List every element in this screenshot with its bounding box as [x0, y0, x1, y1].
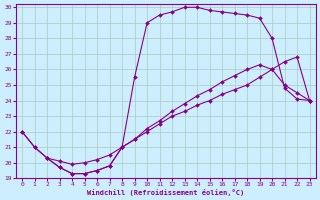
- X-axis label: Windchill (Refroidissement éolien,°C): Windchill (Refroidissement éolien,°C): [87, 189, 244, 196]
